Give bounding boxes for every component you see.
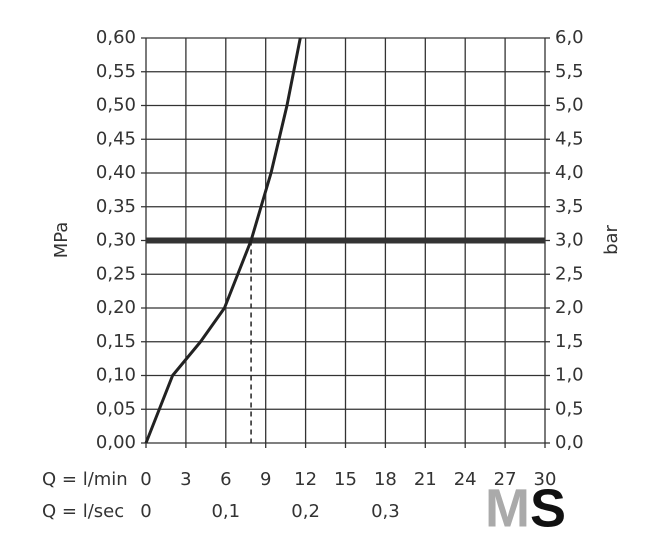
- y2-tick-label: 4,5: [555, 128, 584, 149]
- x2-axis-label: Q = l/sec: [42, 501, 124, 522]
- y2-tick-label: 3,5: [555, 196, 584, 217]
- x2-tick-label: 0: [140, 501, 151, 522]
- y-tick-label: 0,55: [96, 61, 136, 82]
- x-tick-label: 9: [260, 469, 271, 490]
- y2-tick-label: 5,5: [555, 61, 584, 82]
- y-tick-label: 0,30: [96, 230, 136, 251]
- y-tick-label: 0,35: [96, 196, 136, 217]
- x2-tick-label: 0,1: [211, 501, 240, 522]
- y2-tick-label: 6,0: [555, 27, 584, 48]
- x-tick-label: 15: [334, 469, 357, 490]
- y2-tick-label: 5,0: [555, 95, 584, 116]
- x-tick-label: 30: [534, 469, 557, 490]
- y2-axis-label: bar: [601, 224, 622, 254]
- x-tick-label: 3: [180, 469, 191, 490]
- x-tick-label: 27: [494, 469, 517, 490]
- y-tick-label: 0,00: [96, 432, 136, 453]
- y2-tick-label: 1,0: [555, 365, 584, 386]
- x2-tick-label: 0,2: [291, 501, 320, 522]
- y-tick-label: 0,20: [96, 297, 136, 318]
- y-axis-label: MPa: [51, 222, 72, 259]
- x2-tick-label: 0,3: [371, 501, 400, 522]
- y2-tick-label: 2,0: [555, 297, 584, 318]
- y-tick-label: 0,45: [96, 128, 136, 149]
- y-tick-label: 0,40: [96, 162, 136, 183]
- logo-m: M: [485, 478, 530, 538]
- y-tick-label: 0,10: [96, 365, 136, 386]
- y2-tick-label: 0,0: [555, 432, 584, 453]
- y-tick-label: 0,60: [96, 27, 136, 48]
- x-axis-label: Q = l/min: [42, 469, 128, 490]
- x-tick-label: 21: [414, 469, 437, 490]
- x-tick-label: 18: [374, 469, 397, 490]
- y2-tick-label: 3,0: [555, 230, 584, 251]
- y2-tick-label: 0,5: [555, 398, 584, 419]
- y-tick-label: 0,15: [96, 331, 136, 352]
- logo-s: S: [530, 478, 566, 538]
- y-tick-label: 0,05: [96, 398, 136, 419]
- x-tick-label: 24: [454, 469, 477, 490]
- y-tick-label: 0,50: [96, 95, 136, 116]
- y2-tick-label: 4,0: [555, 162, 584, 183]
- curve: [144, 37, 302, 444]
- y2-tick-label: 2,5: [555, 263, 584, 284]
- x-tick-label: 6: [220, 469, 231, 490]
- y-tick-label: 0,25: [96, 263, 136, 284]
- x-tick-label: 0: [140, 469, 151, 490]
- y2-tick-label: 1,5: [555, 331, 584, 352]
- x-tick-label: 12: [294, 469, 317, 490]
